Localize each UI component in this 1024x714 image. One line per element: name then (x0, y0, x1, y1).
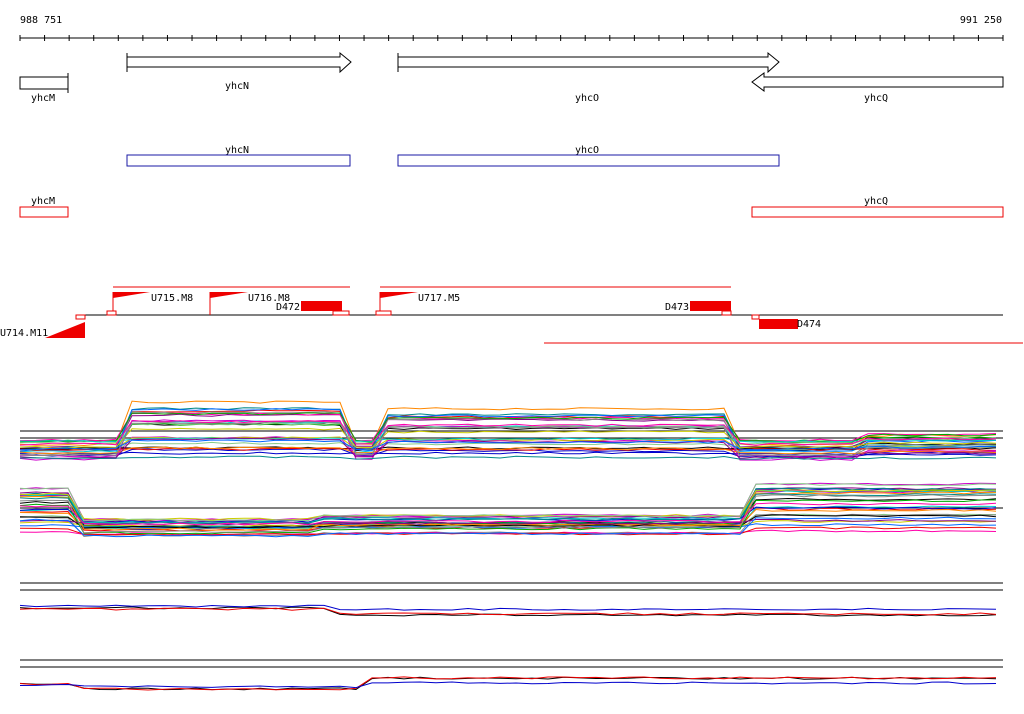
protein-box (397, 154, 780, 167)
trace (19, 499, 996, 535)
expression-traces (19, 400, 997, 691)
feature-tick (721, 310, 732, 316)
rna-label: yhcQ (864, 196, 888, 207)
feature-box (301, 301, 342, 311)
trace (19, 420, 997, 446)
protein-label: yhcN (225, 145, 249, 156)
feature-triangle (210, 292, 248, 298)
feature-tick (75, 314, 86, 320)
gene-arrow (751, 72, 1004, 92)
feature-box (759, 319, 798, 329)
rna-box (751, 206, 1004, 218)
trace (19, 451, 997, 455)
trace (19, 421, 997, 457)
gene-box (19, 76, 69, 90)
trace (19, 455, 997, 460)
feature-label: D473 (665, 302, 689, 313)
feature-box (690, 301, 731, 311)
feature-label: U714.M11 (0, 328, 48, 339)
feature-label: U715.M8 (151, 293, 193, 304)
rna-box (19, 206, 69, 218)
feature-label: D472 (276, 302, 300, 313)
trace (19, 427, 997, 449)
trace (19, 487, 997, 529)
trace (19, 676, 997, 691)
gene-label: yhcN (225, 81, 249, 92)
protein-box (126, 154, 351, 167)
ruler-start: 988 751 (20, 15, 62, 26)
trace (19, 439, 997, 451)
ruler-ticks (19, 35, 1004, 41)
panel-lines (20, 430, 1003, 668)
trace (19, 514, 997, 529)
trace (19, 502, 997, 526)
feature-tick (751, 314, 760, 320)
feature-tick (332, 310, 350, 316)
feature-tick (106, 310, 117, 316)
ruler-end: 991 250 (960, 15, 1002, 26)
feature-triangle (45, 322, 85, 338)
feature-label: U716.M8 (248, 293, 290, 304)
trace (19, 607, 997, 616)
trace (19, 483, 997, 522)
feature-triangle (113, 292, 150, 298)
gene-label: yhcM (31, 93, 55, 104)
trace (19, 604, 997, 611)
rna-label: yhcM (31, 196, 55, 207)
trace (19, 681, 997, 689)
gene-label: yhcQ (864, 93, 888, 104)
gene-label: yhcO (575, 93, 599, 104)
gene-arrow (126, 51, 352, 74)
trace (19, 516, 997, 538)
trace (19, 446, 997, 455)
feature-tick (375, 310, 392, 316)
feature-triangle (380, 292, 418, 298)
trace (19, 437, 997, 459)
trace (19, 494, 997, 534)
gene-arrow (397, 51, 780, 74)
feature-label: U717.M5 (418, 293, 460, 304)
trace (19, 437, 997, 443)
trace (19, 408, 997, 452)
feature-label: D474 (797, 319, 821, 330)
protein-label: yhcO (575, 145, 599, 156)
